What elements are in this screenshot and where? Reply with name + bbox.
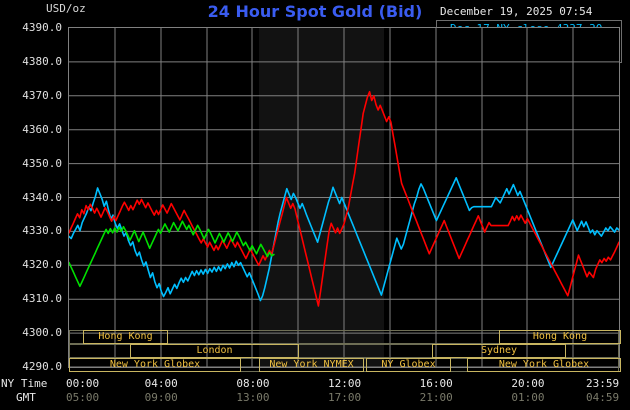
x-tick-gmt: 04:59 [586,391,620,404]
plot-area [68,27,620,368]
x-axis-gmt-label: GMT [16,391,36,404]
x-tick-gmt: 05:00 [66,391,100,404]
x-tick-gmt: 01:00 [511,391,545,404]
timestamp: December 19, 2025 07:54 [440,5,593,18]
x-tick-ny: 00:00 [66,377,100,390]
x-tick-ny: 12:00 [328,377,362,390]
y-tick-label: 4340.0 [22,190,62,204]
session-row-track [69,330,619,344]
y-tick-label: 4310.0 [22,292,62,306]
x-tick-gmt: 21:00 [419,391,453,404]
price-chart-svg [69,28,619,367]
session-ny-globex-late: New York Globex [467,358,621,372]
session-row-track [69,344,619,358]
session-hong-kong-early: Hong Kong [83,330,168,344]
session-ny-nymex: New York NYMEX [259,358,364,372]
session-ny-globex-early: New York Globex [69,358,241,372]
session-ny-globex-mid: NY Globex [366,358,451,372]
session-london: London [130,344,299,358]
y-tick-label: 4300.0 [22,326,62,340]
series-line-0 [69,177,619,302]
x-axis-ny-label: NY Time [1,377,48,390]
y-tick-label: 4320.0 [22,258,62,272]
y-tick-label: 4330.0 [22,224,62,238]
y-tick-label: 4390.0 [22,21,62,34]
y-tick-label: 4380.0 [22,54,62,68]
x-tick-gmt: 13:00 [236,391,270,404]
series-line-2 [69,220,275,288]
x-tick-ny: 20:00 [511,377,545,390]
y-tick-label: 4370.0 [22,88,62,102]
series-line-1 [69,90,619,307]
x-tick-ny: 04:00 [144,377,178,390]
unit-label: USD/oz [46,2,86,15]
x-tick-gmt: 09:00 [144,391,178,404]
x-tick-ny: 16:00 [419,377,453,390]
x-tick-gmt: 17:00 [328,391,362,404]
x-tick-ny: 23:59 [586,377,620,390]
y-tick-label: 4360.0 [22,122,62,136]
session-sydney: Sydney [432,344,566,358]
y-tick-label: 4290.0 [22,360,62,373]
x-tick-ny: 08:00 [236,377,270,390]
session-hong-kong-late: Hong Kong [499,330,621,344]
page-title: 24 Hour Spot Gold (Bid) [207,2,423,21]
y-tick-label: 4350.0 [22,156,62,170]
